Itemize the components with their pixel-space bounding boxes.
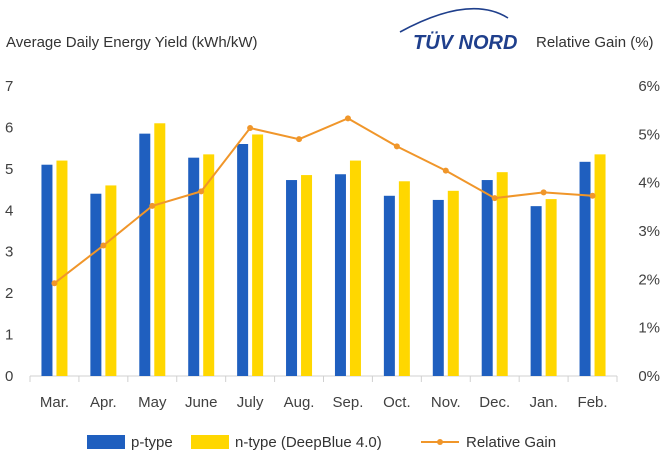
left-tick-1: 1 (5, 327, 13, 344)
relative-gain-point-1 (100, 242, 107, 249)
legend-swatch-p-type (87, 435, 125, 449)
legend-marker-relative-gain (437, 439, 443, 445)
right-tick-3: 3% (638, 223, 660, 240)
relative-gain-point-9 (491, 195, 498, 202)
right-axis-ticks: 0% 1% 2% 3% 4% 5% 6% (638, 78, 660, 385)
legend-swatch-n-type (191, 435, 229, 449)
bar-p-type-2 (139, 133, 151, 376)
x-label-1: Apr. (90, 394, 117, 411)
relative-gain-point-3 (198, 188, 205, 195)
relative-gain-point-7 (393, 143, 400, 150)
left-axis-title: Average Daily Energy Yield (kWh/kW) (6, 34, 257, 51)
left-tick-3: 3 (5, 244, 13, 261)
left-tick-5: 5 (5, 161, 13, 178)
bar-p-type-0 (41, 164, 53, 376)
bar-p-type-8 (432, 199, 444, 376)
x-label-2: May (138, 394, 167, 411)
right-tick-4: 4% (638, 175, 660, 192)
relative-gain-point-2 (149, 202, 156, 209)
legend: p-type n-type (DeepBlue 4.0) Relative Gain (87, 434, 556, 451)
logo-arc (399, 7, 509, 33)
legend-label-n-type: n-type (DeepBlue 4.0) (235, 434, 382, 451)
right-tick-2: 2% (638, 271, 660, 288)
bar-n-type-5 (301, 175, 313, 376)
x-label-6: Sep. (333, 394, 364, 411)
left-tick-6: 6 (5, 119, 13, 136)
right-axis-title: Relative Gain (%) (536, 34, 654, 51)
bar-n-type-9 (496, 172, 508, 376)
bar-p-type-9 (481, 180, 493, 376)
relative-gain-point-8 (442, 167, 449, 174)
bar-p-type-7 (383, 195, 395, 376)
bar-n-type-8 (447, 190, 459, 376)
relative-gain-line (51, 115, 596, 287)
bar-n-type-3 (203, 154, 215, 376)
x-label-11: Feb. (578, 394, 608, 411)
bars (41, 123, 606, 377)
bar-p-type-11 (579, 161, 591, 376)
relative-gain-polyline (53, 117, 593, 284)
x-label-9: Dec. (479, 394, 510, 411)
x-label-4: July (237, 394, 264, 411)
right-tick-5: 5% (638, 126, 660, 143)
bar-p-type-4 (237, 144, 249, 376)
x-label-7: Oct. (383, 394, 411, 411)
tuv-nord-logo: TÜV NORD (399, 7, 517, 54)
relative-gain-point-11 (589, 192, 596, 199)
bar-n-type-10 (545, 199, 557, 376)
x-axis-labels: Mar. Apr. May June July Aug. Sep. Oct. Nov. Dec. J… (40, 394, 608, 411)
x-label-0: Mar. (40, 394, 69, 411)
relative-gain-point-10 (540, 189, 547, 196)
bar-p-type-6 (334, 174, 346, 376)
bar-p-type-1 (90, 193, 102, 376)
relative-gain-point-6 (344, 115, 351, 122)
logo-text: TÜV NORD (413, 31, 517, 54)
relative-gain-point-0 (51, 280, 58, 287)
x-label-10: Jan. (529, 394, 557, 411)
left-tick-2: 2 (5, 285, 13, 302)
bar-n-type-0 (56, 160, 68, 376)
left-tick-7: 7 (5, 78, 13, 95)
bar-n-type-7 (398, 181, 410, 376)
bar-n-type-6 (349, 160, 361, 376)
bar-n-type-1 (105, 185, 117, 376)
bar-p-type-3 (188, 157, 200, 376)
axes (29, 375, 618, 382)
x-label-8: Nov. (431, 394, 461, 411)
bar-p-type-5 (286, 180, 298, 376)
legend-label-p-type: p-type (131, 434, 173, 451)
left-tick-0: 0 (5, 368, 13, 385)
legend-label-relative-gain: Relative Gain (466, 434, 556, 451)
bar-n-type-11 (594, 154, 606, 376)
right-tick-6: 6% (638, 78, 660, 95)
bar-n-type-2 (154, 123, 166, 377)
bar-n-type-4 (252, 134, 264, 376)
right-tick-0: 0% (638, 368, 660, 385)
relative-gain-point-5 (296, 136, 303, 143)
x-label-5: Aug. (284, 394, 315, 411)
left-axis-ticks: 0 1 2 3 4 5 6 7 (5, 78, 13, 385)
right-tick-1: 1% (638, 320, 660, 337)
x-label-3: June (185, 394, 218, 411)
relative-gain-point-4 (247, 125, 254, 132)
left-tick-4: 4 (5, 202, 13, 219)
bar-p-type-10 (530, 206, 542, 376)
